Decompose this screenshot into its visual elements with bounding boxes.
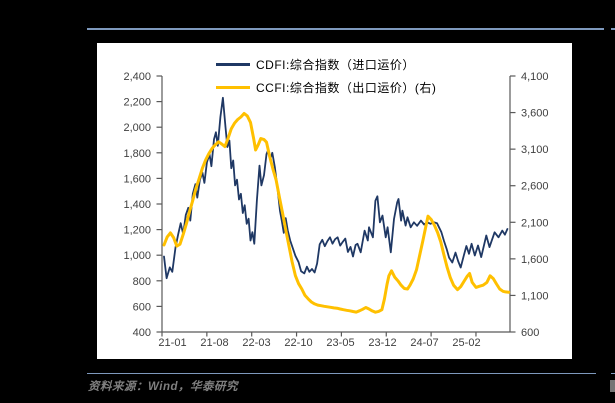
svg-text:600: 600 [133, 301, 151, 313]
ccfi-line-swatch [216, 85, 250, 90]
series-line-ccfi [162, 112, 511, 314]
svg-text:22-03: 22-03 [242, 337, 270, 349]
chart-legend: CDFI:综合指数（进口运价） CCFI:综合指数（出口运价）(右) [216, 53, 516, 99]
svg-text:1,000: 1,000 [123, 250, 151, 262]
bottom-divider-rule-fragment [611, 373, 615, 374]
svg-text:3,100: 3,100 [521, 144, 549, 156]
legend-label-cdfi: CDFI:综合指数（进口运价） [256, 58, 415, 72]
svg-text:400: 400 [133, 327, 151, 339]
svg-text:23-05: 23-05 [326, 337, 354, 349]
clipped-text-fragment [610, 380, 615, 392]
svg-text:1,600: 1,600 [521, 254, 549, 266]
chart-panel [97, 43, 572, 359]
bottom-divider-rule [87, 373, 596, 374]
svg-text:23-12: 23-12 [368, 337, 396, 349]
svg-text:2,000: 2,000 [123, 122, 151, 134]
svg-text:2,600: 2,600 [521, 181, 549, 193]
svg-text:21-01: 21-01 [158, 337, 186, 349]
svg-text:600: 600 [521, 327, 539, 339]
top-divider-rule [87, 28, 604, 30]
svg-text:1,100: 1,100 [521, 290, 549, 302]
svg-text:2,100: 2,100 [521, 217, 549, 229]
svg-text:22-10: 22-10 [284, 337, 312, 349]
svg-text:24-07: 24-07 [410, 337, 438, 349]
series-line-cdfi [163, 96, 509, 280]
legend-label-ccfi: CCFI:综合指数（出口运价）(右) [256, 81, 437, 95]
top-divider-rule-fragment [611, 28, 615, 30]
source-note: 资料来源：Wind，华泰研究 [88, 381, 238, 393]
svg-text:21-08: 21-08 [200, 337, 228, 349]
svg-text:800: 800 [133, 276, 151, 288]
legend-item-cdfi: CDFI:综合指数（进口运价） [216, 53, 516, 76]
svg-text:25-02: 25-02 [452, 337, 480, 349]
svg-text:1,400: 1,400 [123, 199, 151, 211]
svg-text:1,200: 1,200 [123, 225, 151, 237]
svg-text:1,600: 1,600 [123, 173, 151, 185]
cdfi-line-swatch [216, 63, 250, 66]
legend-item-ccfi: CCFI:综合指数（出口运价）(右) [216, 76, 516, 99]
svg-text:4,100: 4,100 [521, 71, 549, 83]
svg-text:3,600: 3,600 [521, 108, 549, 120]
svg-text:1,800: 1,800 [123, 148, 151, 160]
svg-text:2,200: 2,200 [123, 97, 151, 109]
svg-text:2,400: 2,400 [123, 71, 151, 83]
